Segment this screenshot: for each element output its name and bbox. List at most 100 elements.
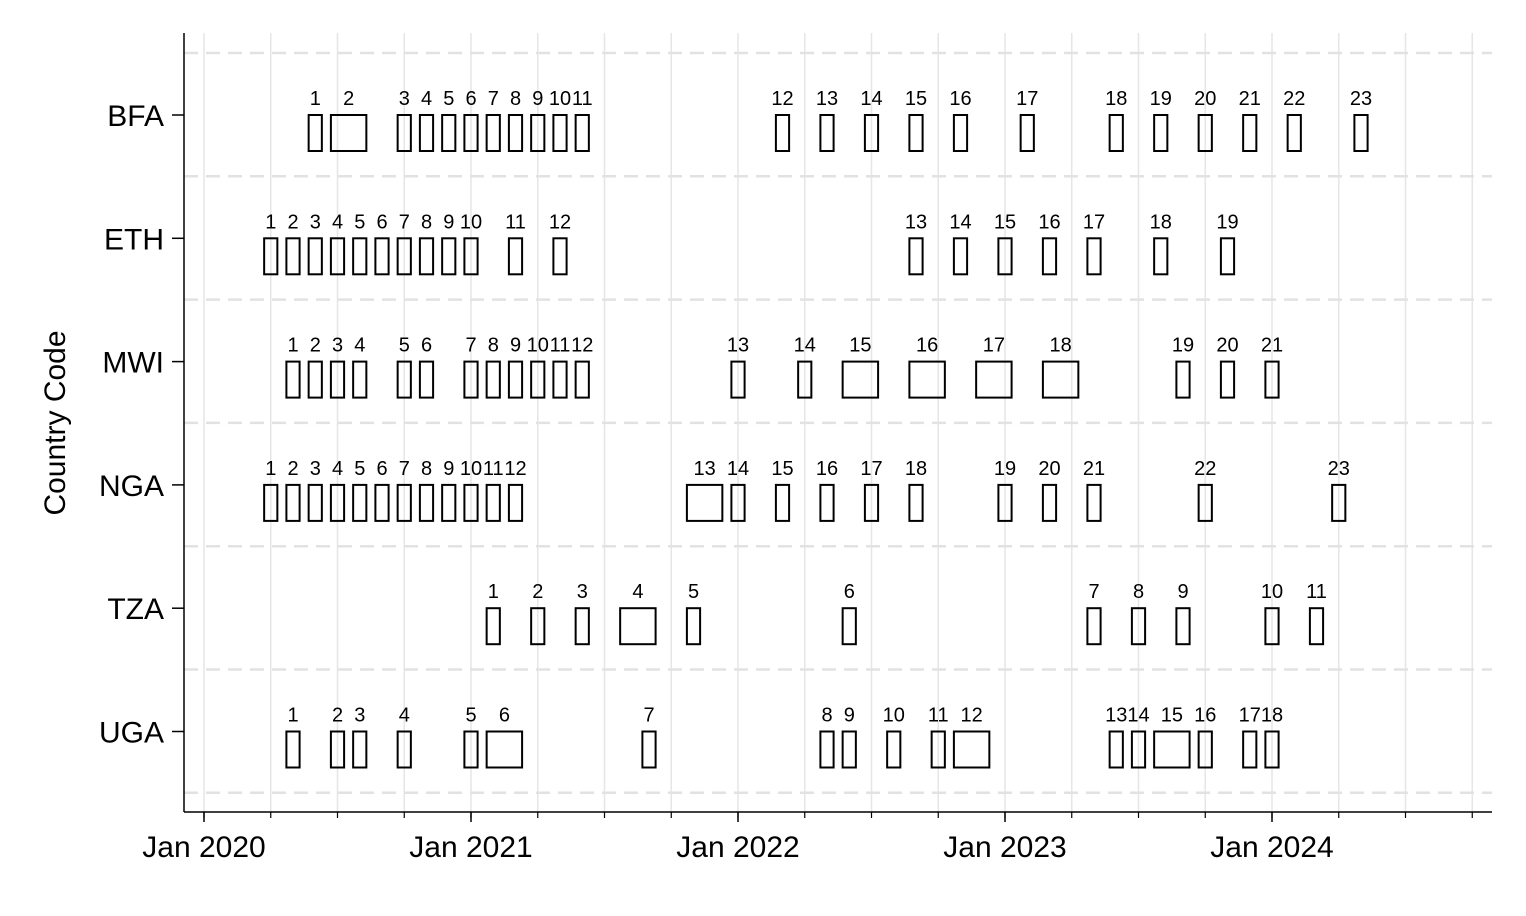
- round-box: [463, 360, 479, 399]
- round-label: 6: [844, 581, 855, 603]
- round-label: 5: [354, 211, 365, 233]
- round-box: [352, 360, 368, 399]
- round-box: [841, 607, 857, 646]
- round-box: [1264, 360, 1280, 399]
- round-label: 16: [949, 88, 971, 110]
- round-box: [1130, 730, 1147, 769]
- round-label: 6: [376, 458, 387, 480]
- round-label: 10: [549, 88, 571, 110]
- round-box: [418, 114, 435, 152]
- round-label: 9: [443, 211, 454, 233]
- round-box: [552, 360, 568, 399]
- round-label: 9: [1177, 581, 1188, 603]
- round-box: [774, 483, 791, 522]
- round-box: [819, 483, 835, 522]
- round-label: 23: [1328, 458, 1350, 480]
- round-box: [285, 483, 301, 522]
- round-box: [441, 483, 457, 522]
- round-box: [574, 114, 590, 152]
- round-label: 19: [1216, 211, 1238, 233]
- round-box: [507, 237, 524, 276]
- round-label: 13: [694, 458, 716, 480]
- round-box: [1153, 730, 1191, 769]
- round-label: 9: [443, 458, 454, 480]
- y-tick-label: ETH: [104, 223, 164, 256]
- round-label: 1: [287, 705, 298, 727]
- round-box: [463, 237, 479, 276]
- round-label: 7: [465, 335, 476, 357]
- round-box: [863, 114, 880, 152]
- round-label: 4: [354, 335, 365, 357]
- round-label: 3: [354, 705, 365, 727]
- round-label: 13: [905, 211, 927, 233]
- round-box: [797, 360, 813, 399]
- round-label: 17: [1239, 705, 1261, 727]
- round-box: [975, 360, 1013, 399]
- round-label: 13: [816, 88, 838, 110]
- round-box: [908, 360, 946, 399]
- x-tick-label: Jan 2021: [409, 831, 532, 864]
- round-label: 12: [571, 335, 593, 357]
- round-label: 15: [849, 335, 871, 357]
- round-box: [307, 237, 323, 276]
- round-label: 19: [994, 458, 1016, 480]
- round-label: 14: [1127, 705, 1149, 727]
- round-box: [930, 730, 946, 769]
- round-label: 1: [265, 458, 276, 480]
- round-box: [352, 730, 368, 769]
- round-box: [841, 730, 857, 769]
- round-label: 13: [727, 335, 749, 357]
- y-tick-label: NGA: [99, 470, 164, 503]
- round-box: [485, 360, 501, 399]
- x-tick-label: Jan 2023: [943, 831, 1066, 864]
- round-label: 15: [771, 458, 793, 480]
- round-box: [396, 730, 412, 769]
- round-box: [952, 730, 991, 769]
- round-label: 10: [460, 211, 482, 233]
- round-label: 2: [310, 335, 321, 357]
- round-box: [263, 237, 279, 276]
- round-label: 7: [643, 705, 654, 727]
- round-box: [952, 114, 969, 152]
- round-box: [463, 730, 479, 769]
- round-label: 17: [983, 335, 1005, 357]
- round-box: [329, 483, 346, 522]
- round-label: 12: [961, 705, 983, 727]
- round-box: [485, 607, 501, 646]
- round-box: [485, 730, 524, 769]
- round-label: 18: [1050, 335, 1072, 357]
- round-box: [574, 360, 590, 399]
- y-tick-label: BFA: [107, 100, 164, 133]
- round-box: [285, 360, 301, 399]
- round-box: [863, 483, 880, 522]
- round-label: 9: [532, 88, 543, 110]
- round-label: 10: [1261, 581, 1283, 603]
- round-box: [418, 360, 435, 399]
- round-label: 1: [310, 88, 321, 110]
- round-label: 7: [488, 88, 499, 110]
- round-box: [507, 483, 524, 522]
- round-marks: 1 2 3 4 5 6 7 8 9 10 11 12 13 14 15 16 17 18 19 20 21 22 231 2 3…: [263, 88, 1372, 769]
- round-label: 7: [1088, 581, 1099, 603]
- round-label: 4: [332, 458, 343, 480]
- round-box: [730, 360, 746, 399]
- x-tick-label: Jan 2022: [676, 831, 799, 864]
- round-label: 1: [265, 211, 276, 233]
- round-box: [552, 237, 568, 276]
- round-box: [685, 607, 702, 646]
- round-box: [1086, 237, 1102, 276]
- round-box: [329, 360, 346, 399]
- round-box: [374, 483, 390, 522]
- round-label: 10: [527, 335, 549, 357]
- round-box: [463, 114, 479, 152]
- y-tick-label: MWI: [102, 347, 164, 380]
- round-box: [1108, 114, 1124, 152]
- round-label: 4: [332, 211, 343, 233]
- round-box: [1153, 237, 1169, 276]
- round-box: [1197, 114, 1213, 152]
- round-box: [1242, 114, 1258, 152]
- round-label: 2: [343, 88, 354, 110]
- round-box: [441, 114, 457, 152]
- round-box: [908, 237, 924, 276]
